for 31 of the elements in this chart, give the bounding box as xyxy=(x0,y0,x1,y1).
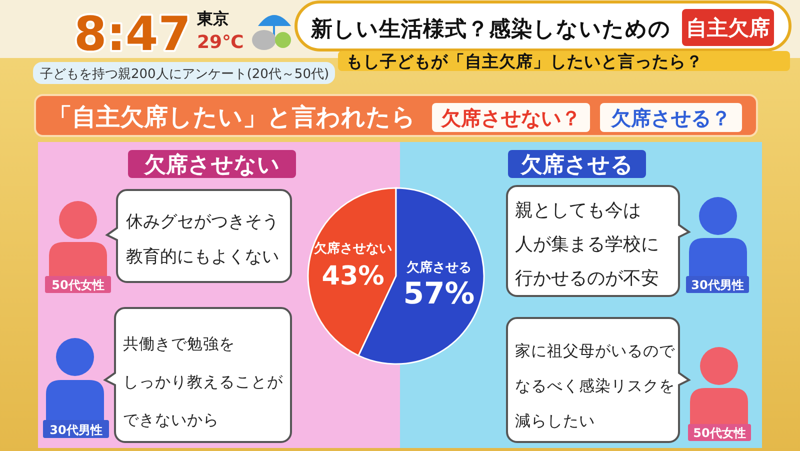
text: できないから xyxy=(123,411,219,429)
text: 自主欠席 xyxy=(686,16,770,40)
text: 行かせるのが不安 xyxy=(515,268,659,289)
slice-label: 欠席させない xyxy=(313,240,392,256)
text: 29℃ xyxy=(197,32,244,53)
text: 休みグセがつきそう xyxy=(126,212,279,232)
text: 50代女性 xyxy=(52,278,104,292)
text: 人が集まる学校に xyxy=(515,234,659,255)
text: 教育的にもよくない xyxy=(126,247,279,267)
text: 家に祖父母がいるので xyxy=(515,342,676,360)
text: なるべく感染リスクを xyxy=(515,377,675,395)
text: 子どもを持つ親200人にアンケート(20代～50代) xyxy=(40,67,330,82)
text: 減らしたい xyxy=(515,412,595,430)
text: 50代女性 xyxy=(693,426,746,440)
text: しっかり教えることが xyxy=(123,373,284,391)
text: 共働きで勉強を xyxy=(123,335,235,353)
text: 30代男性 xyxy=(50,423,102,437)
text: 親としても今は xyxy=(515,200,641,221)
data-label: 57% xyxy=(403,276,475,312)
text: 欠席させる？ xyxy=(610,106,731,130)
text: 欠席させる xyxy=(520,152,634,178)
text: 「自主欠席したい」と言われたら xyxy=(48,103,416,131)
text: 東京 xyxy=(196,9,229,28)
text: 8:47 xyxy=(74,7,191,62)
slice-label: 欠席させる xyxy=(405,260,472,276)
text: 欠席させない xyxy=(143,152,280,178)
text: もし子どもが「自主欠席」したいと言ったら？ xyxy=(346,52,703,71)
chart-title: 新しい生活様式？感染しないための xyxy=(310,16,671,42)
text: 30代男性 xyxy=(691,278,744,292)
data-label: 43% xyxy=(322,261,384,292)
text: 欠席させない？ xyxy=(440,106,581,130)
